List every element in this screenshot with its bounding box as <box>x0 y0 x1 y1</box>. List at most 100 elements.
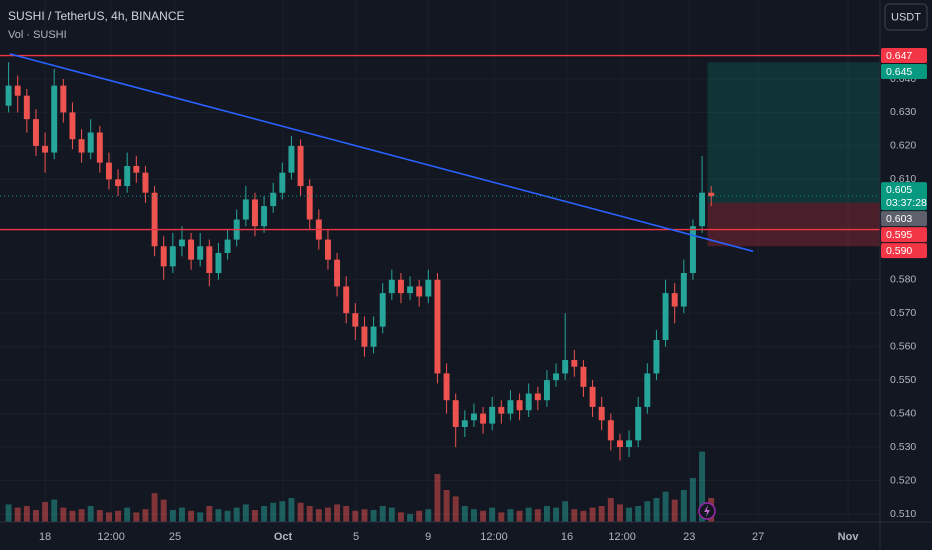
price-label: 0.590 <box>886 245 912 257</box>
position-target-zone <box>707 62 880 203</box>
y-tick-label: 0.560 <box>890 340 916 352</box>
candle-body <box>416 286 423 297</box>
candle-body <box>343 286 350 314</box>
candle-body <box>671 293 678 307</box>
volume-bar <box>553 507 560 522</box>
candle-body <box>78 139 85 153</box>
volume-bar <box>251 510 258 522</box>
volume-bar <box>224 510 231 522</box>
candle-body <box>297 145 304 187</box>
price-label: 0.595 <box>886 229 912 241</box>
volume-bar <box>598 506 605 522</box>
candle-body <box>42 145 49 153</box>
volume-bar <box>334 504 341 522</box>
volume-bar <box>270 502 277 522</box>
volume-bar <box>42 502 49 522</box>
y-tick-label: 0.630 <box>890 106 916 118</box>
volume-bar <box>562 501 569 522</box>
x-tick-label: 25 <box>169 531 181 543</box>
volume-bar <box>589 507 596 522</box>
candle-body <box>498 406 505 414</box>
plot <box>0 53 880 522</box>
candle-body <box>425 279 432 297</box>
volume-bar <box>407 514 414 522</box>
candle-body <box>324 239 331 260</box>
candle-body <box>51 85 58 153</box>
currency-button[interactable] <box>884 3 928 31</box>
price-label-bg <box>881 182 927 211</box>
candle-body <box>689 226 696 274</box>
volume-bar <box>69 510 76 522</box>
x-tick-label: Nov <box>838 531 860 543</box>
volume-bar <box>516 510 523 522</box>
price-label: 0.605 <box>886 184 912 196</box>
volume-bar <box>324 507 331 522</box>
price-label: 03:37:28 <box>886 197 927 209</box>
candle-body <box>251 199 258 227</box>
candle-body <box>279 172 286 193</box>
candle-body <box>69 112 76 140</box>
candle-body <box>224 239 231 253</box>
volume-bar <box>233 507 240 522</box>
candle-body <box>379 293 386 327</box>
candle-body <box>616 440 623 448</box>
candle-body <box>160 246 167 267</box>
volume-bar <box>279 501 286 522</box>
volume-bar <box>635 506 642 522</box>
price-label: 0.647 <box>886 50 912 62</box>
candle-body <box>635 406 642 441</box>
x-tick-label: 16 <box>561 531 573 543</box>
candle-body <box>261 206 268 227</box>
candle-body <box>370 326 377 347</box>
volume-bar <box>115 510 122 522</box>
y-tick-label: 0.510 <box>890 508 916 520</box>
candle-body <box>169 246 176 267</box>
candle-body <box>553 373 560 381</box>
volume-bar <box>261 506 268 522</box>
volume-bar <box>379 506 386 522</box>
volume-bar <box>32 510 39 522</box>
volume-bar <box>498 512 505 522</box>
candle-body <box>151 192 158 247</box>
candle-body <box>178 239 185 247</box>
candle-body <box>124 165 131 187</box>
volume-bar <box>644 501 651 522</box>
candle-body <box>352 313 359 327</box>
volume-bar <box>616 504 623 522</box>
volume-bar <box>315 509 322 522</box>
currency-label[interactable]: USDT <box>891 11 921 23</box>
candle-body <box>443 373 450 401</box>
candle-body <box>197 246 204 260</box>
volume-bar <box>78 509 85 522</box>
volume-bar <box>297 502 304 522</box>
candle-body <box>580 366 587 387</box>
volume-bar <box>197 512 204 522</box>
volume-bar <box>288 498 295 522</box>
candle-body <box>571 360 578 367</box>
volume-bar <box>461 506 468 522</box>
candle-body <box>452 400 459 427</box>
volume-bar <box>397 512 404 522</box>
candle-body <box>397 279 404 294</box>
y-tick-label: 0.550 <box>890 374 916 386</box>
candle-body <box>242 199 249 220</box>
candle-body <box>215 252 222 274</box>
candle-body <box>407 286 414 294</box>
candle-body <box>270 192 277 207</box>
candle-body <box>507 400 514 414</box>
candle-body <box>708 192 715 197</box>
volume-bar <box>87 506 94 522</box>
volume-bar <box>434 474 441 522</box>
volume-bar <box>571 509 578 522</box>
volume-bar <box>188 510 195 522</box>
candle-body <box>589 386 596 407</box>
candle-body <box>142 172 149 193</box>
y-tick-label: 0.530 <box>890 441 916 453</box>
price-label-bg <box>881 227 927 243</box>
x-tick-label: 18 <box>39 531 51 543</box>
candle-body <box>133 165 140 173</box>
candle-body <box>306 186 313 220</box>
